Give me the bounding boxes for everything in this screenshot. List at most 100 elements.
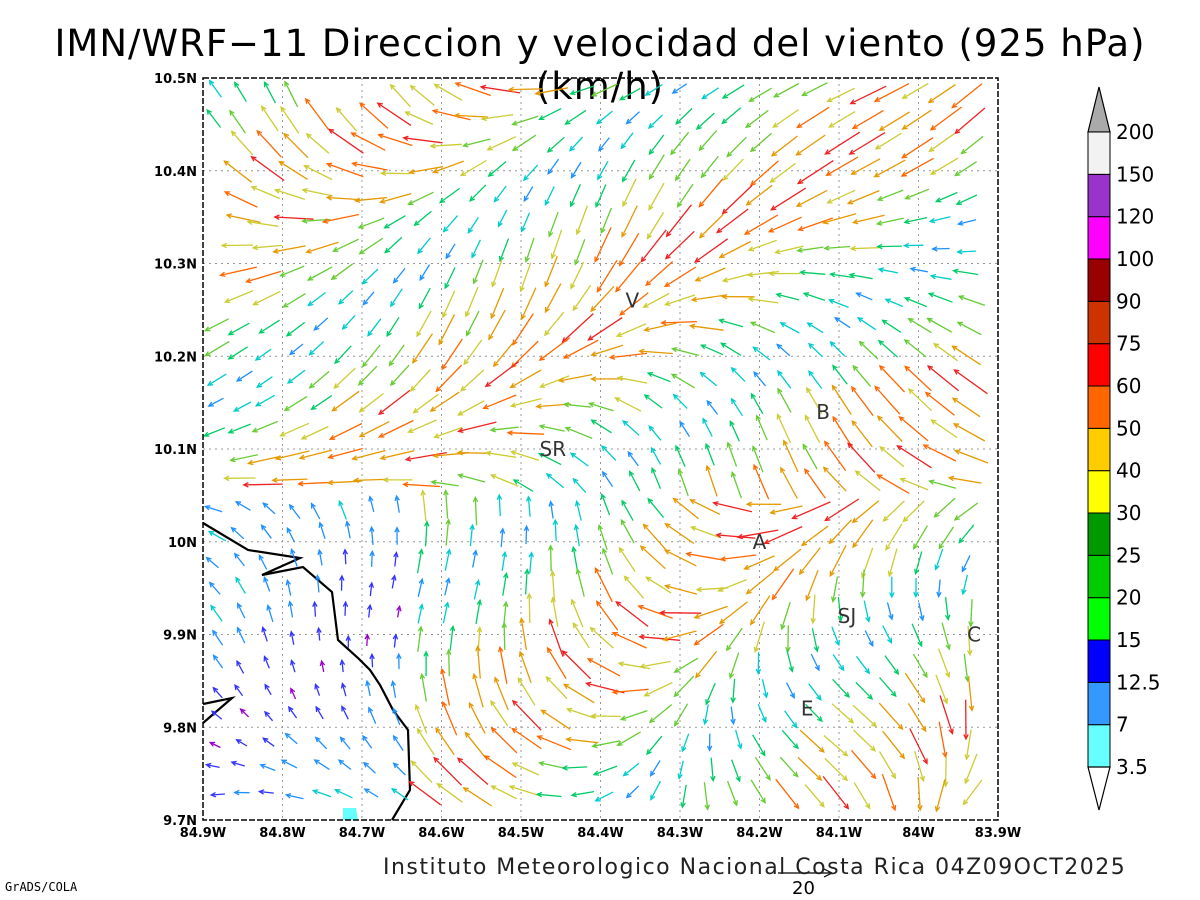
lat-tick-label: 10.3N bbox=[154, 258, 197, 273]
wind-vector bbox=[670, 346, 700, 357]
wind-vector bbox=[875, 217, 904, 226]
lon-tick-label: 84.8W bbox=[259, 826, 305, 841]
wind-vector bbox=[237, 602, 246, 619]
wind-vector bbox=[307, 291, 326, 307]
wind-vector bbox=[663, 549, 697, 567]
wind-vector bbox=[673, 675, 695, 698]
wind-vector bbox=[388, 344, 405, 367]
wind-vector bbox=[935, 674, 948, 705]
wind-vector bbox=[786, 649, 794, 673]
wind-vector bbox=[646, 735, 663, 756]
wind-vector bbox=[394, 494, 400, 513]
wind-vector bbox=[572, 285, 592, 312]
wind-vector bbox=[896, 445, 932, 469]
wind-vector bbox=[342, 548, 349, 565]
wind-vector bbox=[646, 371, 671, 383]
colorbar-label: 30 bbox=[1116, 501, 1141, 525]
wind-vector bbox=[627, 450, 639, 467]
wind-vector bbox=[547, 544, 554, 572]
wind-vector bbox=[548, 211, 559, 238]
wind-vector bbox=[824, 131, 861, 155]
wind-vector bbox=[284, 732, 298, 745]
wind-vector bbox=[278, 160, 308, 180]
wind-vector bbox=[914, 551, 923, 576]
wind-vector bbox=[877, 267, 898, 274]
wind-vector bbox=[417, 603, 424, 624]
lat-tick-label: 9.7N bbox=[163, 814, 197, 829]
wind-vector bbox=[783, 439, 799, 473]
wind-vector bbox=[264, 683, 272, 696]
wind-vector bbox=[540, 709, 571, 730]
wind-vector bbox=[941, 622, 951, 651]
wind-vector bbox=[721, 273, 752, 283]
wind-vector bbox=[849, 245, 880, 252]
wind-vector bbox=[286, 526, 296, 543]
wind-vector bbox=[595, 600, 619, 631]
wind-vector bbox=[700, 155, 719, 179]
wind-vector bbox=[775, 292, 800, 301]
colorbar-label: 90 bbox=[1116, 289, 1141, 313]
wind-vector bbox=[858, 340, 879, 360]
wind-vector bbox=[795, 189, 828, 207]
wind-vector bbox=[595, 110, 613, 125]
wind-vector bbox=[443, 489, 449, 519]
wind-vector bbox=[806, 322, 824, 334]
wind-vector bbox=[717, 578, 747, 592]
wind-vector bbox=[934, 548, 944, 571]
wind-vector bbox=[328, 422, 363, 440]
wind-vector bbox=[235, 576, 246, 594]
wind-vector bbox=[575, 205, 589, 236]
wind-vector bbox=[263, 80, 277, 104]
wind-vector bbox=[205, 556, 219, 569]
wind-vector bbox=[433, 756, 463, 786]
wind-vector bbox=[928, 133, 955, 153]
wind-vector bbox=[337, 759, 352, 771]
wind-vector bbox=[520, 287, 537, 321]
colorbar-top-triangle bbox=[1087, 86, 1111, 133]
wind-vector bbox=[824, 758, 849, 782]
wind-vector bbox=[304, 97, 330, 130]
wind-vector bbox=[804, 414, 821, 444]
wind-vector bbox=[279, 422, 310, 437]
wind-vector bbox=[236, 626, 246, 644]
site-label-e: E bbox=[801, 697, 814, 721]
wind-vector bbox=[799, 729, 825, 753]
wind-vector bbox=[961, 555, 971, 573]
wind-vector bbox=[956, 249, 976, 255]
wind-vector bbox=[483, 755, 517, 779]
wind-vector bbox=[313, 759, 330, 770]
wind-vector bbox=[315, 705, 324, 720]
wind-vector bbox=[953, 502, 979, 521]
wind-vector bbox=[648, 182, 665, 211]
colorbar-label: 60 bbox=[1116, 374, 1141, 398]
wind-vector bbox=[538, 760, 566, 769]
wind-vector bbox=[621, 205, 638, 238]
wind-vector bbox=[900, 157, 934, 177]
wind-vector bbox=[719, 554, 757, 562]
wind-vector bbox=[463, 339, 483, 366]
wind-vector bbox=[544, 186, 555, 207]
wind-vector bbox=[804, 784, 825, 808]
wind-vector bbox=[413, 210, 432, 227]
wind-vector bbox=[484, 450, 517, 458]
lat-tick-labels: 10.5N 10.4N 10.3N 10.2N 10.1N 10N 9.9N 9.8N 9.7N bbox=[154, 72, 197, 829]
wind-vector bbox=[575, 567, 585, 597]
lon-tick-label: 84.9W bbox=[180, 826, 226, 841]
wind-vector bbox=[619, 292, 649, 316]
wind-vector bbox=[931, 246, 950, 252]
wind-vector bbox=[565, 736, 599, 744]
wind-vector bbox=[957, 295, 986, 307]
wind-vector bbox=[791, 501, 831, 520]
wind-vector bbox=[523, 524, 530, 545]
wind-vector bbox=[640, 229, 667, 263]
wind-vector bbox=[250, 155, 285, 182]
wind-vector bbox=[350, 132, 386, 151]
wind-vector bbox=[832, 678, 851, 698]
wind-vector bbox=[851, 109, 884, 130]
lon-tick-label: 84.3W bbox=[657, 826, 703, 841]
wind-vector bbox=[717, 318, 744, 328]
wind-vector bbox=[528, 551, 535, 574]
wind-vector bbox=[330, 263, 354, 281]
wind-vector bbox=[376, 102, 412, 126]
wind-vector bbox=[301, 187, 333, 197]
